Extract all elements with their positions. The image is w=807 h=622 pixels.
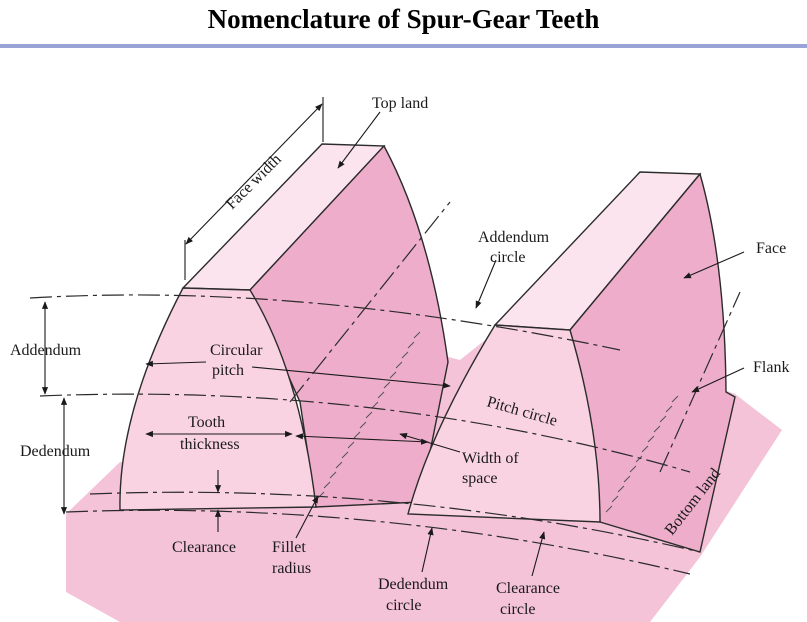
tooth-front-face [407,324,601,523]
label-fillet-radius-1: Fillet [272,539,306,556]
gear-teeth-diagram: Top land Face width Addendum circle Face… [10,95,789,622]
tooth-center-line-right [659,291,741,473]
label-tooth-thickness-1: Tooth [188,414,225,431]
fillet-hatching [317,331,679,513]
label-clearance-circle-2: circle [500,601,536,618]
label-addendum-circle-1: Addendum [478,229,550,246]
label-fillet-radius-2: radius [272,560,311,577]
circular-pitch-left-arrow [145,360,207,367]
label-width-of-space-1: Width of [462,450,519,467]
clearance-circle-line [89,491,701,553]
label-dedendum: Dedendum [20,443,91,460]
label-clearance: Clearance [172,539,236,556]
pitch-circle-line [39,393,691,473]
label-addendum: Addendum [10,342,82,359]
label-dedendum-circle-2: circle [386,597,422,614]
label-circular-pitch-2: pitch [212,362,244,379]
title-underline [0,44,807,48]
circular-pitch-right-arrow [251,366,451,389]
tooth-front-face [119,287,317,511]
dimension-lines [41,97,451,532]
label-circular-pitch-1: Circular [210,342,263,359]
width-of-space-dimension [295,433,429,445]
gear-tooth-right [407,171,736,553]
leader-lines [295,111,745,577]
gear-tooth-left [119,143,449,511]
label-dedendum-circle-1: Dedendum [378,576,449,593]
addendum-circle-line [29,294,621,351]
face-width-dimension [185,103,323,245]
construction-lines [29,201,741,575]
label-tooth-thickness-2: thickness [180,436,240,453]
diagram-title: Nomenclature of Spur-Gear Teeth [207,4,600,34]
dedendum-circle-line [65,509,691,575]
label-width-of-space-2: space [462,470,498,487]
label-flank: Flank [753,359,789,376]
label-face: Face [756,240,786,257]
label-addendum-circle-2: circle [490,249,526,266]
label-clearance-circle-1: Clearance [496,580,560,597]
label-top-land: Top land [372,95,428,112]
tooth-center-line-left [289,201,451,403]
